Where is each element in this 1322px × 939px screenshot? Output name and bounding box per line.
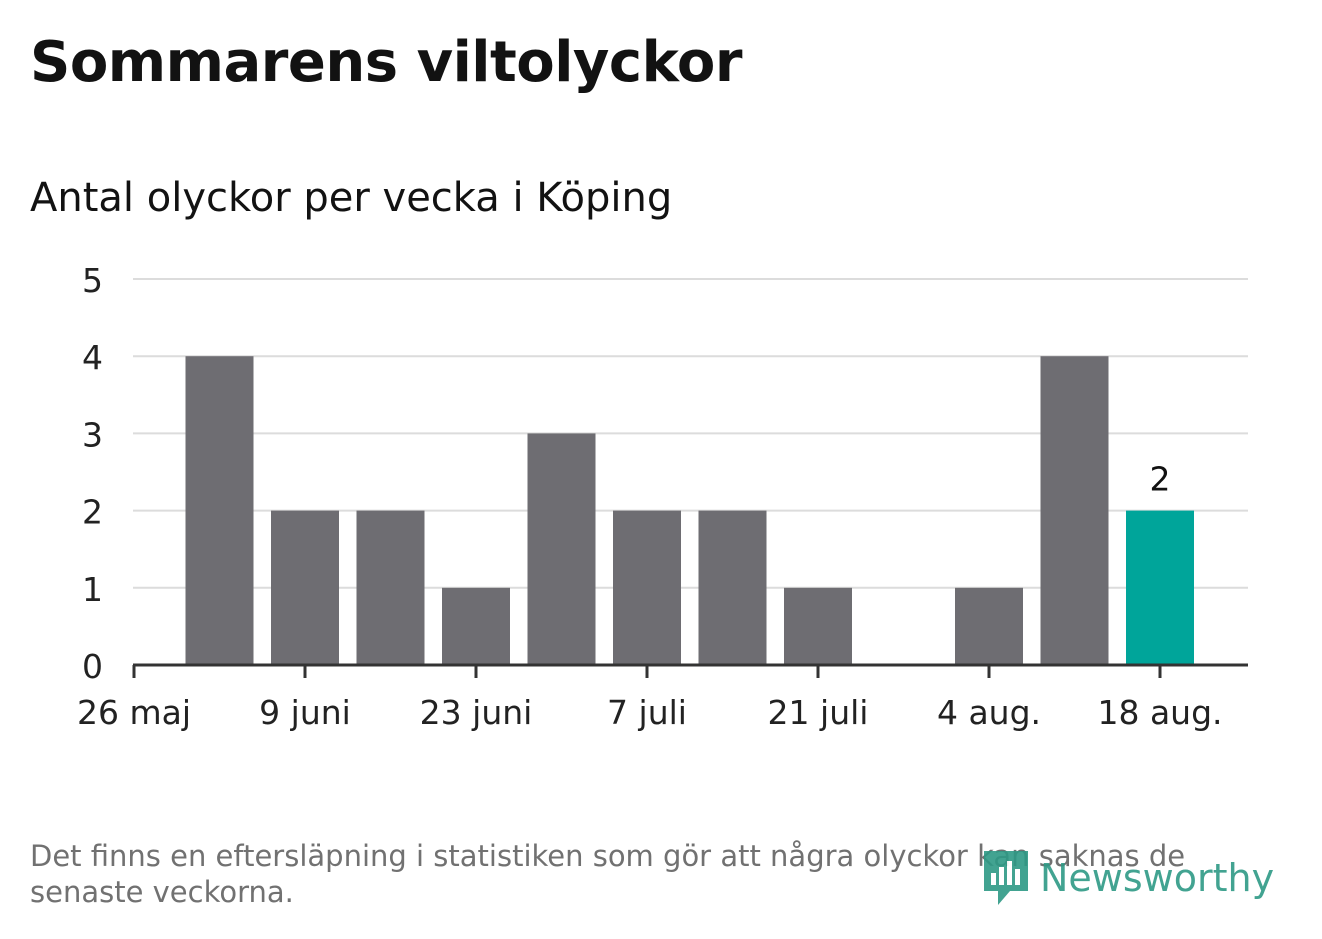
x-tick-label: 21 juli bbox=[768, 693, 869, 732]
x-tick-label: 7 juli bbox=[607, 693, 687, 732]
newsworthy-logo-icon bbox=[984, 851, 1028, 905]
x-tick-label: 23 juni bbox=[420, 693, 533, 732]
bars bbox=[185, 356, 1194, 665]
y-axis-ticks: 0 1 2 3 4 5 bbox=[82, 261, 103, 686]
bar bbox=[955, 587, 1023, 665]
x-tick-label: 18 aug. bbox=[1097, 693, 1222, 732]
bar bbox=[613, 510, 681, 665]
bar bbox=[442, 587, 510, 665]
y-tick-label: 2 bbox=[82, 493, 103, 532]
bar bbox=[784, 587, 852, 665]
data-label: 2 bbox=[1150, 460, 1171, 499]
bar bbox=[356, 510, 425, 665]
bar bbox=[185, 356, 254, 665]
x-tick-label: 4 aug. bbox=[937, 693, 1041, 732]
bar bbox=[698, 510, 767, 665]
bar bbox=[527, 433, 596, 665]
bar bbox=[1040, 356, 1109, 665]
x-tick-label: 26 maj bbox=[77, 693, 191, 732]
y-tick-label: 4 bbox=[82, 338, 103, 377]
y-tick-label: 0 bbox=[82, 647, 103, 686]
y-tick-label: 5 bbox=[82, 261, 103, 300]
x-axis-ticks: 26 maj 9 juni 23 juni 7 juli 21 juli 4 aug. 18… bbox=[77, 665, 1223, 732]
x-tick-label: 9 juni bbox=[259, 693, 351, 732]
bar-chart: 0 1 2 3 4 5 2 26 maj 9 juni 23 juni 7 juli 21 jul… bbox=[77, 261, 1248, 732]
bar bbox=[271, 510, 339, 665]
bar bbox=[1126, 510, 1194, 665]
y-tick-label: 3 bbox=[82, 415, 103, 454]
y-tick-label: 1 bbox=[82, 570, 103, 609]
chart-subtitle: Antal olyckor per vecka i Köping bbox=[30, 175, 673, 221]
chart-title: Sommarens viltolyckor bbox=[30, 30, 742, 95]
brand-name: Newsworthy bbox=[1040, 856, 1275, 900]
newsworthy-logo[interactable]: Newsworthy bbox=[980, 846, 1274, 910]
data-labels: 2 bbox=[1150, 460, 1171, 499]
